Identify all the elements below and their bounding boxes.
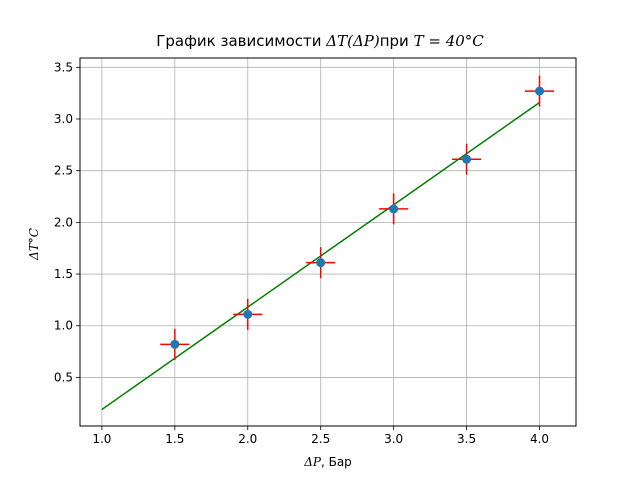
data-point <box>389 204 399 214</box>
x-tick-label: 1.0 <box>92 432 111 446</box>
data-point <box>170 339 180 349</box>
chart-title: График зависимости ΔT(ΔP)при T = 40°C <box>156 32 484 50</box>
y-tick-label: 1.5 <box>54 267 73 281</box>
data-point <box>462 154 472 164</box>
y-tick-label: 0.5 <box>54 370 73 384</box>
x-tick-label: 4.0 <box>530 432 549 446</box>
x-tick-label: 3.0 <box>384 432 403 446</box>
y-tick-label: 2.0 <box>54 215 73 229</box>
y-tick-label: 2.5 <box>54 164 73 178</box>
y-tick-label: 1.0 <box>54 319 73 333</box>
error-bars <box>160 75 555 360</box>
data-point <box>243 309 253 319</box>
data-point <box>535 86 545 96</box>
x-tick-label: 1.5 <box>165 432 184 446</box>
y-axis-label: ΔT°C <box>27 228 41 260</box>
x-tick-label: 3.5 <box>457 432 476 446</box>
y-tick-label: 3.0 <box>54 112 73 126</box>
data-point <box>316 258 326 268</box>
x-ticks: 1.0 1.5 2.0 2.5 3.0 3.5 4.0 <box>92 426 549 446</box>
x-tick-label: 2.5 <box>311 432 330 446</box>
x-tick-label: 2.0 <box>238 432 257 446</box>
x-axis-label: ΔP, Бар <box>304 455 352 469</box>
data-points <box>170 86 545 349</box>
y-tick-label: 3.5 <box>54 60 73 74</box>
plot-frame <box>79 57 577 427</box>
y-ticks: 0.5 1.0 1.5 2.0 2.5 3.0 3.5 <box>54 60 80 384</box>
grid <box>80 58 576 426</box>
